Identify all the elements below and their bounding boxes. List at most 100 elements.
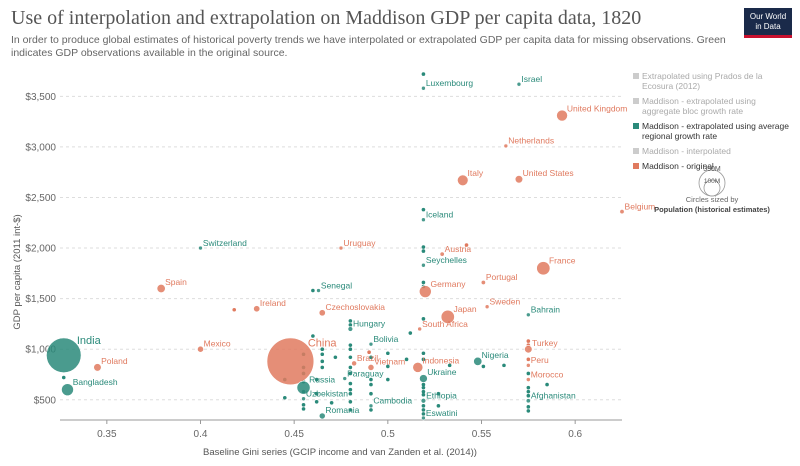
data-point[interactable] <box>198 245 203 251</box>
data-point[interactable] <box>348 391 353 396</box>
data-point[interactable] <box>421 389 426 394</box>
data-point[interactable] <box>421 72 426 76</box>
data-point[interactable] <box>296 380 311 395</box>
data-point[interactable] <box>525 398 531 404</box>
data-point[interactable] <box>348 365 353 370</box>
data-point[interactable] <box>421 249 426 253</box>
data-point[interactable] <box>318 309 326 317</box>
data-point[interactable] <box>404 357 409 362</box>
data-point[interactable] <box>408 331 413 335</box>
legend-label[interactable]: Maddison - extrapolated using <box>642 96 756 106</box>
data-point[interactable] <box>526 393 531 398</box>
data-point[interactable] <box>457 174 469 186</box>
data-point[interactable] <box>320 352 325 357</box>
data-point[interactable] <box>348 387 353 392</box>
data-point[interactable] <box>421 280 426 285</box>
data-point[interactable] <box>197 345 204 353</box>
data-point[interactable] <box>417 326 422 332</box>
legend-label[interactable]: aggregate bloc growth rate <box>642 106 743 116</box>
data-point[interactable] <box>421 415 426 421</box>
data-point[interactable] <box>421 392 426 397</box>
data-point[interactable] <box>421 385 426 390</box>
data-point[interactable] <box>338 245 344 251</box>
data-point[interactable] <box>421 408 426 412</box>
data-point[interactable] <box>342 376 348 381</box>
data-point[interactable] <box>253 305 261 313</box>
data-point[interactable] <box>311 334 315 338</box>
data-point[interactable] <box>314 377 319 382</box>
data-point[interactable] <box>516 81 522 87</box>
data-point[interactable] <box>526 363 531 368</box>
data-point[interactable] <box>418 285 432 298</box>
data-point[interactable] <box>421 412 426 416</box>
data-point[interactable] <box>368 403 374 409</box>
data-point[interactable] <box>421 382 426 387</box>
data-point[interactable] <box>351 360 357 367</box>
data-point[interactable] <box>266 337 315 386</box>
data-point[interactable] <box>545 382 549 387</box>
data-point[interactable] <box>348 408 353 412</box>
legend-label[interactable]: Maddison - interpolated <box>642 146 731 156</box>
data-point[interactable] <box>347 326 354 332</box>
data-point[interactable] <box>348 323 353 327</box>
data-point[interactable] <box>333 355 338 360</box>
data-point[interactable] <box>301 407 306 411</box>
legend-label[interactable]: Maddison - original <box>642 161 714 171</box>
data-point[interactable] <box>421 245 426 249</box>
data-point[interactable] <box>447 363 452 368</box>
data-point[interactable] <box>46 337 82 373</box>
data-point[interactable] <box>386 377 390 382</box>
data-point[interactable] <box>386 364 390 369</box>
data-point[interactable] <box>421 404 426 408</box>
data-point[interactable] <box>502 363 506 368</box>
data-point[interactable] <box>439 251 445 257</box>
data-point[interactable] <box>156 284 166 293</box>
data-point[interactable] <box>464 243 469 247</box>
data-point[interactable] <box>524 345 533 354</box>
data-point[interactable] <box>419 374 428 383</box>
data-point[interactable] <box>421 351 426 356</box>
data-point[interactable] <box>420 398 427 404</box>
data-point[interactable] <box>320 365 325 370</box>
data-point[interactable] <box>61 383 74 396</box>
data-point[interactable] <box>314 399 319 404</box>
data-point[interactable] <box>301 396 306 402</box>
data-point[interactable] <box>503 143 509 149</box>
data-point[interactable] <box>536 261 551 276</box>
legend-label[interactable]: regional growth rate <box>642 131 717 141</box>
data-point[interactable] <box>526 339 531 343</box>
data-point[interactable] <box>436 404 441 408</box>
data-point[interactable] <box>320 359 325 364</box>
data-point[interactable] <box>348 343 353 347</box>
legend-label[interactable]: Ecosura (2012) <box>642 81 700 91</box>
data-point[interactable] <box>421 207 426 212</box>
data-point[interactable] <box>348 319 353 323</box>
data-point[interactable] <box>421 317 426 321</box>
data-point[interactable] <box>301 403 306 407</box>
data-point[interactable] <box>283 395 287 400</box>
data-point[interactable] <box>369 408 373 412</box>
data-point[interactable] <box>93 363 102 372</box>
data-point[interactable] <box>526 385 531 390</box>
data-point[interactable] <box>367 350 371 355</box>
data-point[interactable] <box>619 209 625 215</box>
data-point[interactable] <box>320 347 325 352</box>
data-point[interactable] <box>316 288 321 293</box>
data-point[interactable] <box>329 401 334 405</box>
data-point[interactable] <box>314 391 319 396</box>
data-point[interactable] <box>318 412 326 420</box>
data-point[interactable] <box>473 356 483 366</box>
data-point[interactable] <box>526 409 531 413</box>
data-point[interactable] <box>348 381 353 386</box>
data-point[interactable] <box>369 377 373 382</box>
data-point[interactable] <box>526 357 531 362</box>
data-point[interactable] <box>526 389 531 394</box>
data-point[interactable] <box>369 391 373 396</box>
data-point[interactable] <box>369 382 373 387</box>
data-point[interactable] <box>348 371 353 376</box>
data-point[interactable] <box>484 304 490 310</box>
data-point[interactable] <box>348 347 353 352</box>
data-point[interactable] <box>421 217 426 223</box>
data-point[interactable] <box>368 341 374 347</box>
data-point[interactable] <box>436 391 441 396</box>
